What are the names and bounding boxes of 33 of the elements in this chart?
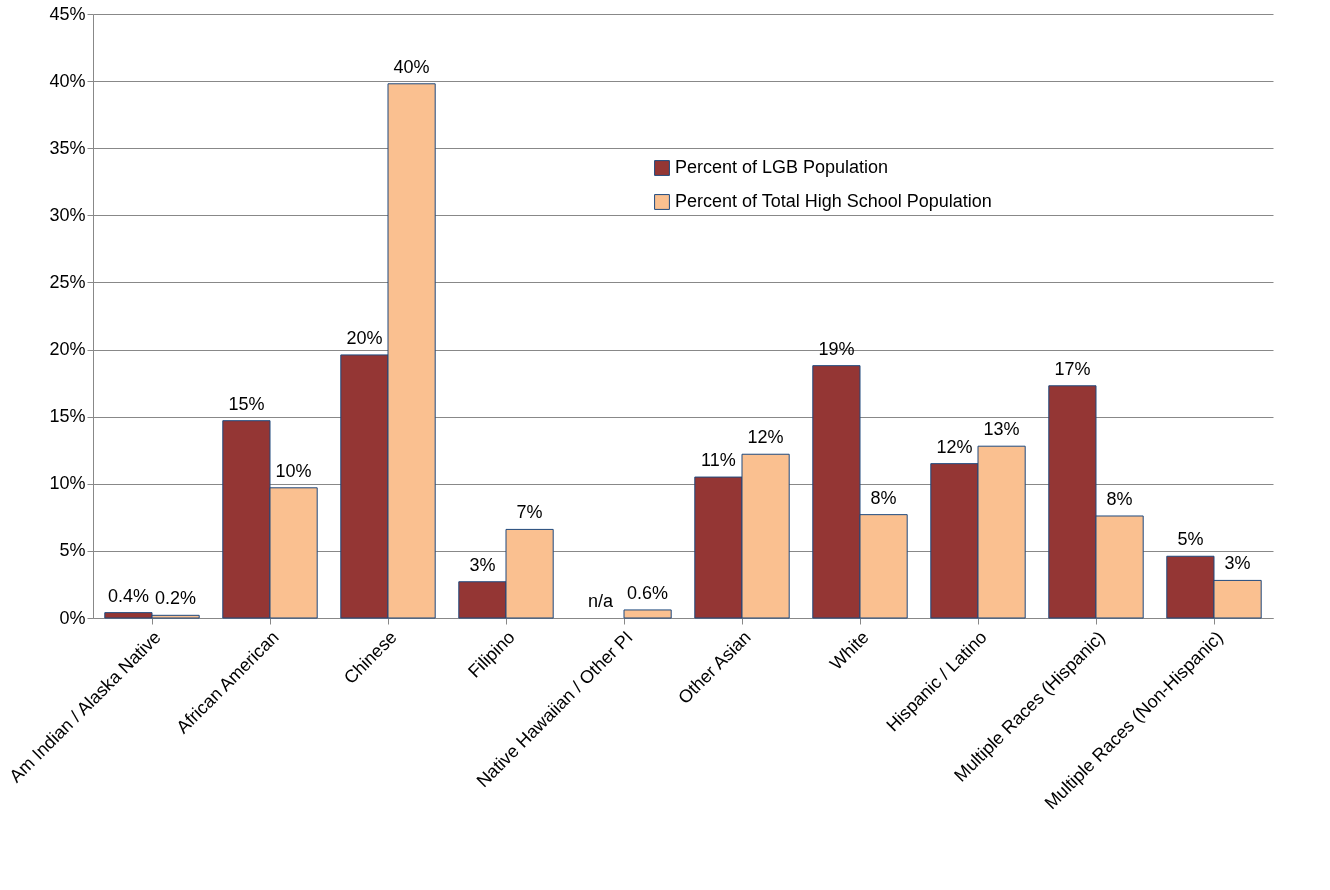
y-tick-label: 10% [49, 473, 86, 494]
data-label: 0.2% [155, 588, 197, 609]
data-label: 17% [1054, 358, 1091, 379]
data-label: 8% [870, 487, 897, 508]
data-label: 0.6% [627, 582, 669, 603]
y-tick-label: 40% [49, 70, 86, 91]
data-label: 13% [983, 419, 1020, 440]
data-label: 7% [516, 502, 543, 523]
data-label: 12% [747, 427, 784, 448]
y-tick-label: 30% [49, 204, 86, 225]
text: n/a [587, 591, 613, 611]
y-tick-label: 20% [49, 339, 86, 360]
y-tick-label: 35% [49, 137, 86, 158]
data-label: 10% [275, 460, 312, 481]
data-label: 11% [701, 450, 736, 471]
y-tick-label: 0% [59, 607, 86, 628]
data-label: 15% [228, 393, 265, 414]
data-label: 40% [393, 56, 430, 77]
data-label: 3% [1224, 553, 1251, 574]
data-label: 20% [346, 327, 383, 348]
data-label: 12% [936, 436, 973, 457]
y-tick-label: 45% [49, 3, 86, 24]
legend-label: Percent of LGB Population [675, 157, 889, 177]
y-tick-label: 5% [59, 540, 86, 561]
data-label: 19% [818, 338, 855, 359]
y-tick-label: 15% [49, 406, 86, 427]
legend-label: Percent of Total High School Population [675, 191, 992, 211]
data-label: 8% [1106, 488, 1133, 509]
bar [623, 609, 672, 619]
y-tick-label: 25% [49, 271, 86, 292]
data-label: 0.4% [107, 585, 149, 606]
data-label: 5% [1177, 529, 1204, 550]
data-label: 3% [469, 554, 496, 575]
